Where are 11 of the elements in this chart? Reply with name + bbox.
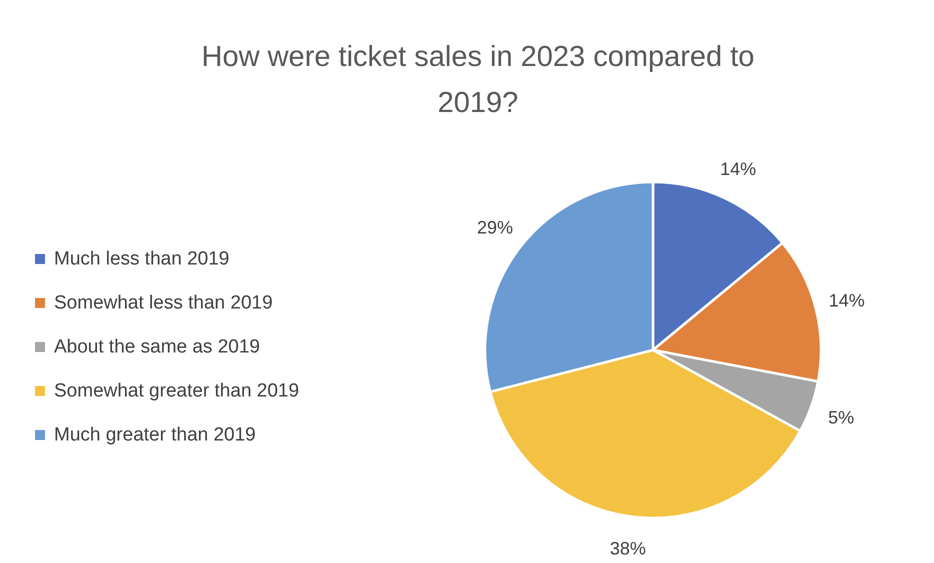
legend-label: About the same as 2019 bbox=[54, 336, 260, 358]
legend-label: Somewhat greater than 2019 bbox=[54, 380, 300, 402]
data-label: 38% bbox=[610, 538, 646, 558]
chart-title: How were ticket sales in 2023 compared to 2019? bbox=[202, 41, 754, 119]
data-label: 29% bbox=[476, 217, 513, 238]
data-label: 5% bbox=[828, 408, 854, 428]
data-label: 14% bbox=[720, 159, 756, 180]
data-label: 14% bbox=[828, 290, 865, 310]
legend-label: Much less than 2019 bbox=[54, 248, 230, 270]
legend-label: Much greater than 2019 bbox=[54, 424, 256, 446]
legend-label: Somewhat less than 2019 bbox=[54, 292, 273, 314]
